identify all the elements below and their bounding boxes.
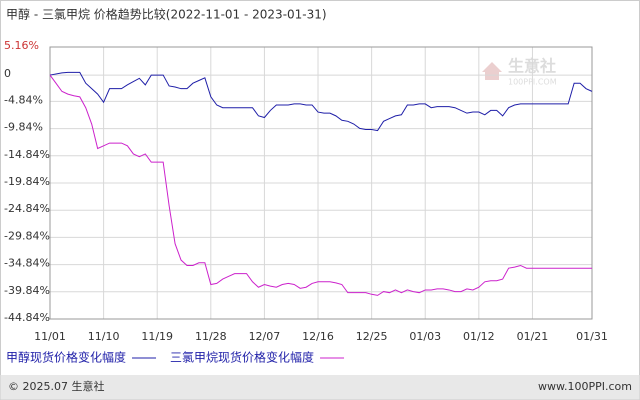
x-tick-label: 11/28 [195,330,227,343]
x-tick-label: 12/16 [302,330,334,343]
y-tick-label: -19.84% [4,175,50,188]
x-tick-label: 01/03 [409,330,441,343]
y-tick-label: -24.84% [4,202,50,215]
y-tick-label: 0 [4,67,11,80]
footer-copyright: © 2025.07 生意社 [8,379,104,393]
x-tick-label: 01/21 [517,330,549,343]
x-tick-label: 11/01 [34,330,66,343]
series-line [49,71,593,132]
legend-label: 甲醇现货价格变化幅度 [6,350,126,365]
y-tick-label: -29.84% [4,229,50,242]
legend-label: 三氯甲烷现货价格变化幅度 [170,350,314,365]
y-tick-label: -39.84% [4,284,50,297]
x-tick-label: 11/19 [141,330,173,343]
x-tick-label: 12/25 [356,330,388,343]
x-tick-label: 12/07 [249,330,281,343]
series-line [49,74,592,296]
y-tick-label: -44.84% [4,311,50,324]
y-tick-label: -34.84% [4,257,50,270]
plot-border [49,46,593,320]
y-tick-label: 5.16% [4,39,39,52]
y-tick-label: -4.84% [4,93,43,106]
footer-site: www.100PPI.com [538,380,632,393]
chart-title: 甲醇 - 三氯甲烷 价格趋势比较(2022-11-01 - 2023-01-31… [6,7,327,22]
x-tick-label: 01/12 [463,330,495,343]
y-tick-label: -9.84% [4,121,43,134]
footer-bar [0,375,640,400]
x-tick-label: 11/10 [88,330,120,343]
x-tick-label: 01/31 [576,330,608,343]
y-tick-label: -14.84% [4,148,50,161]
